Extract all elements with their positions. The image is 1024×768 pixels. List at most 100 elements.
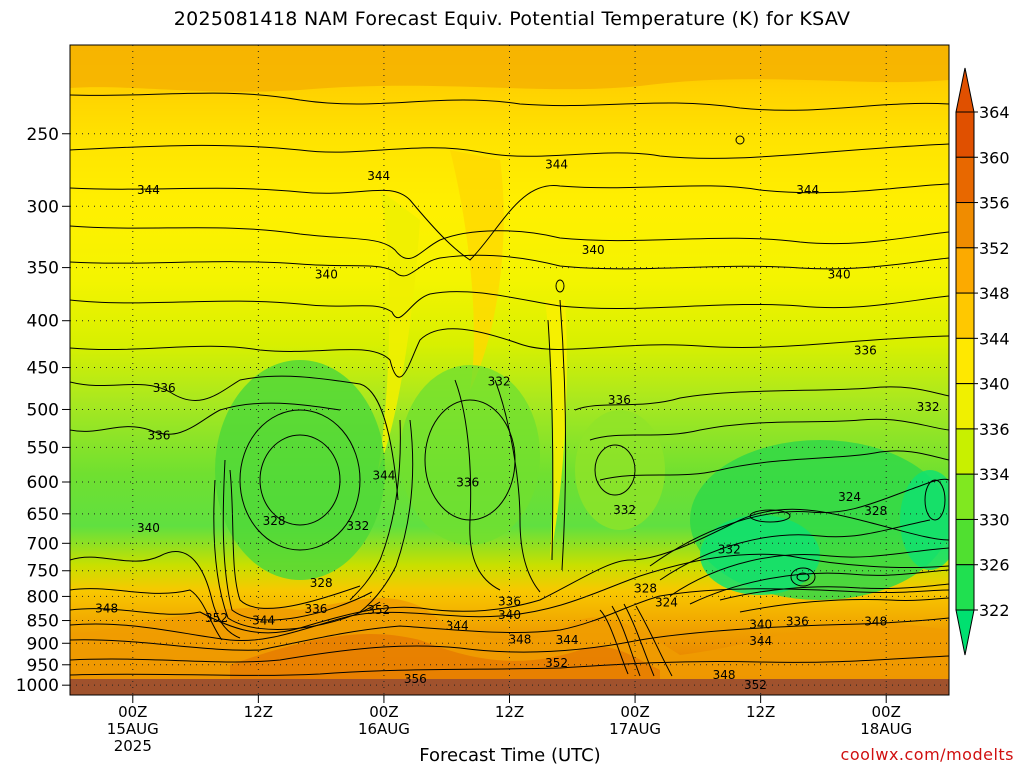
colorbar-segment xyxy=(955,156,975,204)
contour-label: 328 xyxy=(634,581,657,595)
contour-label: 332 xyxy=(613,503,636,517)
colorbar-label: 344 xyxy=(979,329,1010,348)
y-tick-label: 650 xyxy=(27,505,59,525)
y-tick-label: 900 xyxy=(27,634,59,654)
contour-label: 336 xyxy=(854,343,877,357)
y-tick-label: 750 xyxy=(27,562,59,582)
contour-label: 344 xyxy=(137,183,160,197)
contour-label: 336 xyxy=(498,594,521,608)
colorbar-label: 340 xyxy=(979,375,1010,394)
y-tick-label: 600 xyxy=(27,473,59,493)
contour-label: 344 xyxy=(556,633,579,647)
contour-lines xyxy=(70,92,949,677)
colorbar-segment xyxy=(955,383,975,430)
colorbar-segment xyxy=(955,247,975,294)
contour-label: 352 xyxy=(545,656,568,670)
contour-label: 336 xyxy=(456,476,479,490)
colorbar: 364 360 356 352 348 344 340 336 334 330 326 322 xyxy=(955,67,1010,656)
colorbar-segment xyxy=(955,518,975,566)
colorbar-segment xyxy=(955,473,975,520)
contour-label: 332 xyxy=(917,400,940,414)
colorbar-label: 330 xyxy=(979,510,1010,529)
x-tick-label: 12Z xyxy=(244,703,273,721)
colorbar-label: 364 xyxy=(979,103,1010,122)
grid xyxy=(70,45,949,695)
contour-label: 340 xyxy=(582,243,605,257)
colorbar-segment xyxy=(955,337,975,385)
y-axis: 2503003504004505005506006507007508008509… xyxy=(16,125,70,696)
contour-label: 352 xyxy=(205,611,228,625)
x-tick-label: 15AUG xyxy=(107,720,159,738)
contour-label: 348 xyxy=(713,668,736,682)
x-axis-title: Forecast Time (UTC) xyxy=(419,745,601,766)
y-tick-label: 850 xyxy=(27,612,59,632)
contour-label: 328 xyxy=(263,514,286,528)
contour-label: 336 xyxy=(153,381,176,395)
x-tick-label: 00Z xyxy=(872,703,901,721)
contour-label: 340 xyxy=(749,618,772,632)
contour-label: 328 xyxy=(864,504,887,518)
contour-label: 328 xyxy=(310,576,333,590)
y-tick-label: 500 xyxy=(27,400,59,420)
y-tick-label: 800 xyxy=(27,587,59,607)
contour-label: 344 xyxy=(446,619,469,633)
contour-label: 336 xyxy=(608,393,631,407)
contour-label: 336 xyxy=(147,429,170,443)
y-tick-label: 550 xyxy=(27,438,59,458)
colorbar-segment xyxy=(955,111,975,158)
contour-label: 344 xyxy=(796,183,819,197)
y-tick-label: 300 xyxy=(27,197,59,217)
contour-label: 344 xyxy=(749,634,772,648)
contour-label: 332 xyxy=(488,374,511,388)
colorbar-bottom-arrow xyxy=(955,609,975,656)
x-tick-label: 18AUG xyxy=(860,720,912,738)
y-tick-label: 700 xyxy=(27,534,59,554)
contour-label: 324 xyxy=(838,490,861,504)
contour-label: 324 xyxy=(655,595,678,609)
contour-label: 352 xyxy=(367,603,390,617)
x-tick-label: 00Z xyxy=(118,703,147,721)
colorbar-segment xyxy=(955,428,975,475)
y-tick-label: 1000 xyxy=(16,676,59,696)
contour-label: 340 xyxy=(137,521,160,535)
x-tick-label: 12Z xyxy=(495,703,524,721)
colorbar-label: 334 xyxy=(979,465,1010,484)
x-tick-label: 17AUG xyxy=(609,720,661,738)
colorbar-label: 360 xyxy=(979,148,1010,167)
contour-label: 344 xyxy=(252,614,275,628)
y-tick-label: 250 xyxy=(27,125,59,145)
contour-label: 356 xyxy=(404,672,427,686)
y-tick-label: 450 xyxy=(27,359,59,379)
x-tick-label: 12Z xyxy=(746,703,775,721)
contour-label: 348 xyxy=(95,602,118,616)
chart-title: 2025081418 NAM Forecast Equiv. Potential… xyxy=(173,8,851,30)
y-tick-label: 400 xyxy=(27,312,59,332)
contour-label: 340 xyxy=(828,267,851,281)
colorbar-top-arrow xyxy=(955,67,975,113)
colorbar-segment xyxy=(955,202,975,249)
credit-text: coolwx.com/modelts xyxy=(840,745,1014,764)
colorbar-label: 356 xyxy=(979,194,1010,213)
contour-label: 340 xyxy=(498,608,521,622)
contour-label: 332 xyxy=(346,519,369,533)
colorbar-label: 352 xyxy=(979,239,1010,258)
y-tick-label: 350 xyxy=(27,259,59,279)
colorbar-label: 322 xyxy=(979,601,1010,620)
contour-label: 336 xyxy=(304,602,327,616)
contour-label: 348 xyxy=(509,633,532,647)
contour-label: 348 xyxy=(864,614,887,628)
colorbar-segment xyxy=(955,292,975,339)
colorbar-label: 326 xyxy=(979,556,1010,575)
x-tick-label: 00Z xyxy=(620,703,649,721)
y-tick-label: 950 xyxy=(27,656,59,676)
x-tick-label: 00Z xyxy=(369,703,398,721)
colorbar-segment xyxy=(955,564,975,611)
colorbar-label: 336 xyxy=(979,420,1010,439)
x-tick-label: 2025 xyxy=(114,737,152,755)
contour-label: 352 xyxy=(744,678,767,692)
contour-label: 344 xyxy=(367,169,390,183)
colorbar-label: 348 xyxy=(979,284,1010,303)
